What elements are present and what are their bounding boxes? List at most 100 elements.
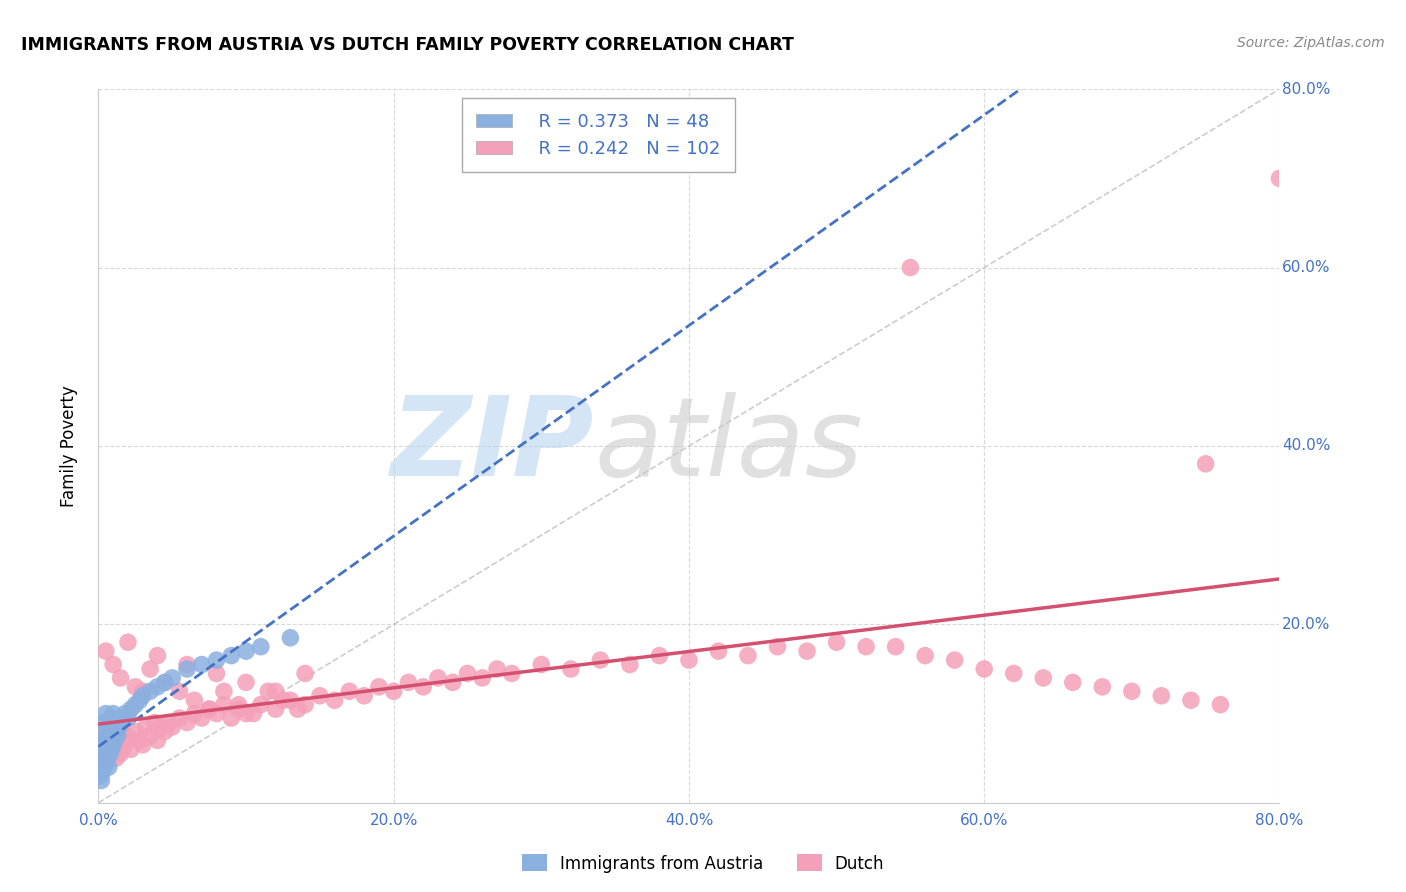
Point (943, 653, 966, 667)
Point (135, 720, 157, 734)
Text: 80.0%: 80.0% (1282, 82, 1330, 96)
Point (146, 680, 169, 694)
Point (191, 711, 214, 725)
Point (287, 702, 309, 716)
Point (560, 662, 582, 676)
Point (132, 738, 155, 752)
Point (337, 684, 360, 698)
Point (1195, 457, 1218, 471)
Point (1150, 689, 1173, 703)
Point (93, 742, 115, 756)
Point (94, 706, 117, 721)
Point (124, 680, 146, 694)
Point (212, 684, 235, 698)
Point (146, 733, 169, 747)
Point (235, 675, 257, 690)
Point (412, 680, 434, 694)
Point (176, 715, 198, 730)
Point (212, 698, 235, 712)
Point (97, 760, 120, 774)
Point (103, 657, 125, 672)
Point (737, 648, 759, 663)
Y-axis label: Family Poverty: Family Poverty (59, 385, 77, 507)
Point (825, 635, 848, 649)
Point (486, 662, 509, 676)
Point (162, 671, 183, 685)
Point (117, 635, 139, 649)
Point (104, 733, 127, 747)
Point (105, 724, 128, 739)
Point (139, 729, 162, 743)
Point (91, 747, 114, 761)
Point (1268, 171, 1291, 186)
Point (91, 764, 114, 779)
Point (205, 666, 228, 681)
Point (176, 662, 198, 676)
Point (205, 706, 228, 721)
Point (90, 751, 112, 765)
Point (1091, 680, 1114, 694)
Point (271, 693, 294, 707)
Point (124, 724, 146, 739)
Point (176, 657, 198, 672)
Point (91, 733, 114, 747)
Point (678, 653, 700, 667)
Point (278, 693, 302, 707)
Text: atlas: atlas (595, 392, 863, 500)
Point (100, 742, 122, 756)
Point (396, 675, 419, 690)
Point (114, 738, 136, 752)
Point (107, 733, 129, 747)
Point (353, 689, 375, 703)
Point (855, 640, 877, 654)
Point (427, 671, 450, 685)
Point (228, 698, 250, 712)
Point (183, 693, 205, 707)
Point (89, 756, 111, 770)
Point (143, 715, 166, 730)
Point (589, 653, 612, 667)
Point (169, 711, 191, 725)
Point (96, 724, 118, 739)
Point (1032, 671, 1054, 685)
Point (198, 702, 221, 716)
Point (530, 657, 553, 672)
Point (93, 760, 115, 774)
Point (110, 671, 132, 685)
Point (219, 648, 242, 663)
Point (153, 675, 176, 690)
Point (219, 711, 242, 725)
Point (1062, 675, 1084, 690)
Point (368, 680, 391, 694)
Point (120, 742, 142, 756)
Point (198, 702, 221, 716)
Point (111, 724, 134, 739)
Point (294, 666, 316, 681)
Point (96, 751, 118, 765)
Text: ZIP: ZIP (391, 392, 595, 500)
Point (766, 640, 789, 654)
Point (205, 653, 228, 667)
Point (884, 640, 907, 654)
Point (456, 666, 478, 681)
Point (120, 702, 142, 716)
Point (96, 729, 118, 743)
Point (382, 684, 405, 698)
Point (117, 729, 139, 743)
Point (441, 675, 464, 690)
Point (94, 756, 117, 770)
Legend:   R = 0.373   N = 48,   R = 0.242   N = 102: R = 0.373 N = 48, R = 0.242 N = 102 (461, 98, 734, 172)
Point (1180, 693, 1202, 707)
Point (242, 706, 264, 721)
Point (90, 773, 112, 788)
Point (914, 648, 936, 663)
Point (90, 733, 112, 747)
Point (117, 711, 139, 725)
Point (264, 684, 287, 698)
Point (648, 648, 671, 663)
Point (169, 684, 191, 698)
Text: Source: ZipAtlas.com: Source: ZipAtlas.com (1237, 36, 1385, 50)
Point (139, 662, 162, 676)
Point (105, 751, 128, 765)
Point (250, 698, 273, 712)
